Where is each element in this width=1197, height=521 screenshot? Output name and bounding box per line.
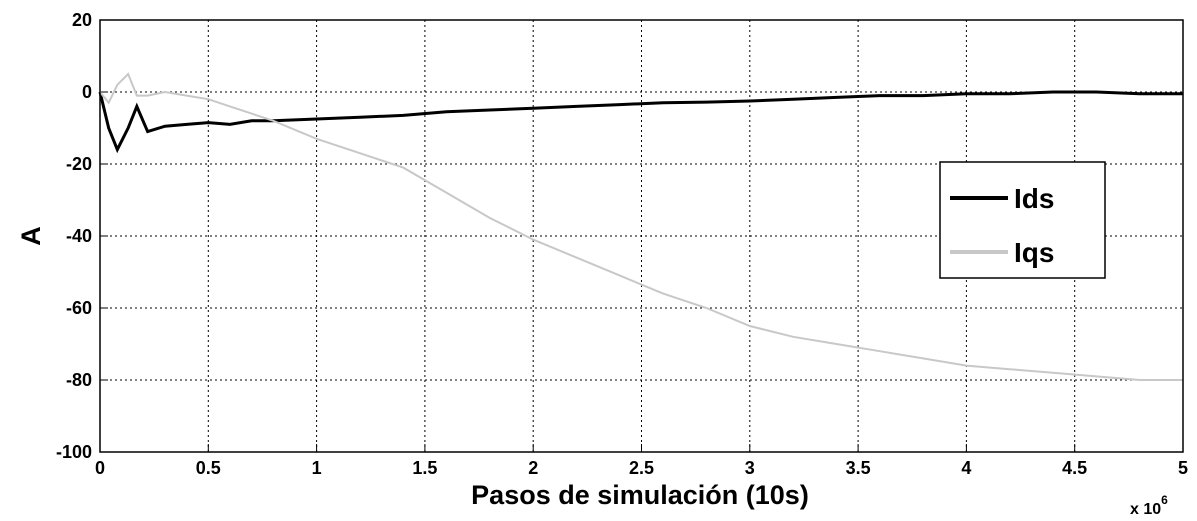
y-axis-label: A bbox=[16, 226, 46, 246]
x-tick-label: 4.5 bbox=[1062, 458, 1087, 478]
y-tick-label: -80 bbox=[66, 370, 92, 390]
data-line bbox=[98, 90, 1183, 154]
x-multiplier: x 106 bbox=[1130, 493, 1168, 518]
y-tick-label: 20 bbox=[72, 10, 92, 30]
y-tick-label: 0 bbox=[82, 82, 92, 102]
legend-label: Iqs bbox=[1014, 237, 1054, 268]
y-tick-label: -20 bbox=[66, 154, 92, 174]
y-tick-label: -40 bbox=[66, 226, 92, 246]
x-tick-label: 0 bbox=[95, 458, 105, 478]
axes-frame bbox=[99, 19, 1184, 453]
x-tick-label: 4 bbox=[961, 458, 971, 478]
x-tick-label: 3 bbox=[745, 458, 755, 478]
x-tick-label: 1 bbox=[312, 458, 322, 478]
y-tick-label: -100 bbox=[56, 442, 92, 462]
x-axis-label: Pasos de simulación (10s) bbox=[471, 480, 809, 510]
x-tick-label: 2.5 bbox=[629, 458, 654, 478]
x-tick-label: 2 bbox=[528, 458, 538, 478]
data-line bbox=[99, 72, 1183, 381]
x-tick-label: 5 bbox=[1178, 458, 1188, 478]
legend: Ids Iqs bbox=[939, 161, 1106, 279]
x-multiplier-base: x 10 bbox=[1130, 501, 1161, 518]
x-multiplier-exponent: 6 bbox=[1161, 493, 1168, 507]
x-tick-label: 0.5 bbox=[196, 458, 221, 478]
legend-box bbox=[939, 161, 1106, 279]
x-tick-label: 3.5 bbox=[846, 458, 871, 478]
x-tick-label: 1.5 bbox=[412, 458, 437, 478]
legend-label: Ids bbox=[1014, 183, 1054, 214]
y-tick-label: -60 bbox=[66, 298, 92, 318]
